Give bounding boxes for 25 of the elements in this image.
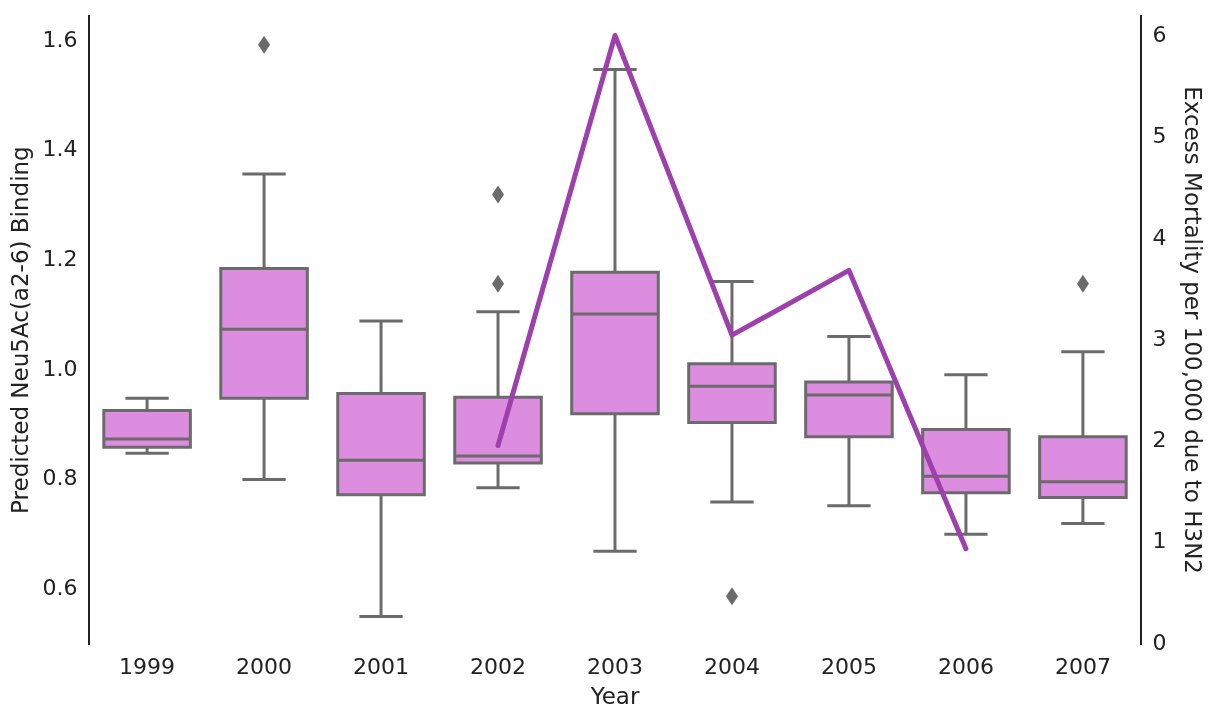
x-tick-label: 1999 [119,653,176,679]
y2-axis-title: Excess Mortality per 100,000 due to H3N2 [1180,86,1207,574]
y2-tick-label: 4 [1152,224,1167,250]
x-tick-label: 2002 [470,653,527,679]
x-tick-label: 2007 [1054,653,1111,679]
y-tick-label: 1.6 [42,26,78,52]
x-tick-label: 2001 [353,653,410,679]
y2-tick-label: 1 [1152,528,1167,554]
x-tick-label: 2003 [587,653,643,679]
x-tick-label: 2004 [703,653,760,679]
y-tick-label: 1.4 [42,136,78,162]
x-tick-label: 2005 [820,653,877,679]
y-tick-label: 0.8 [42,465,78,491]
y2-tick-label: 0 [1152,629,1167,655]
y-axis-title: Predicted Neu5Ac(a2-6) Binding [6,146,33,514]
y-tick-label: 1.2 [42,245,78,271]
x-axis-title: Year [589,683,640,710]
y2-tick-label: 3 [1152,325,1167,351]
x-tick-label: 2000 [236,653,293,679]
y2-tick-label: 2 [1152,427,1167,453]
y2-tick-label: 6 [1152,22,1167,48]
y-tick-label: 1.0 [42,355,78,381]
y2-tick-label: 5 [1152,123,1167,149]
y-tick-label: 0.6 [42,574,78,600]
x-tick-label: 2006 [937,653,994,679]
